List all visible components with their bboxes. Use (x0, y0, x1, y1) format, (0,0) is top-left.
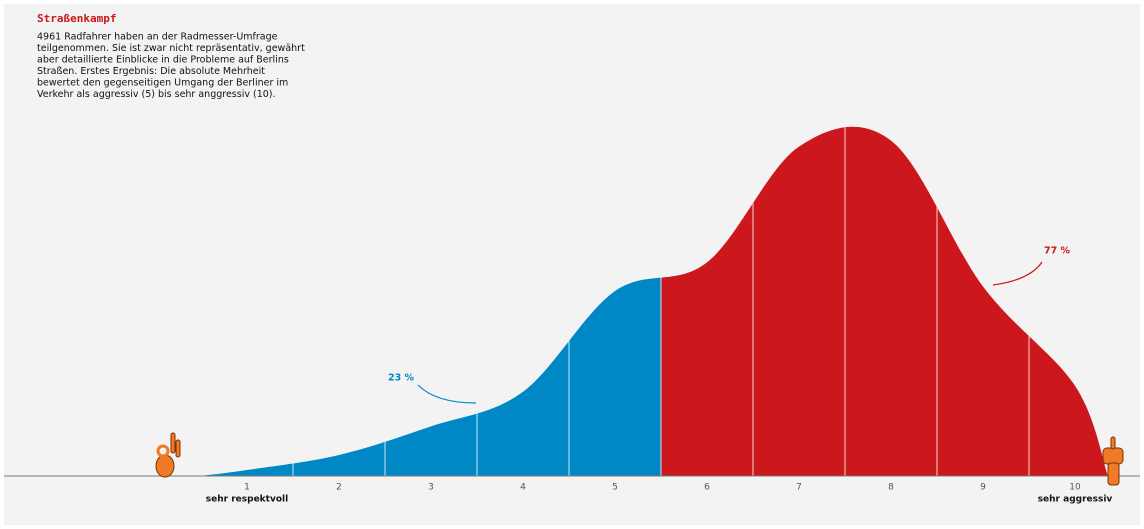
x-tick-label: 8 (888, 483, 894, 493)
end-label: sehr respektvoll (206, 495, 288, 505)
description-line: teilgenommen. Sie ist zwar nicht repräse… (37, 43, 305, 54)
x-tick-label: 3 (428, 483, 434, 493)
x-tick-label: 2 (336, 483, 342, 493)
ok-hand-icon (155, 432, 181, 478)
description-line: bewertet den gegenseitigen Umgang der Be… (37, 78, 288, 89)
description: 4961 Radfahrer haben an der Radmesser-Um… (37, 32, 305, 101)
x-tick-label: 9 (980, 483, 986, 493)
area (661, 126, 1108, 476)
description-line: Straßen. Erstes Ergebnis: Die absolute M… (37, 66, 265, 77)
share-label: 77 % (1044, 246, 1071, 257)
annotation-line (992, 261, 1043, 286)
end-label: sehr aggressiv (1038, 495, 1113, 505)
x-tick-label: 1 (244, 483, 250, 493)
description-line: aber detaillierte Einblicke in die Probl… (37, 55, 289, 66)
x-tick-label: 5 (612, 483, 618, 493)
x-tick-label: 10 (1069, 483, 1081, 493)
x-tick-label: 6 (704, 483, 710, 493)
description-line: 4961 Radfahrer haben an der Radmesser-Um… (37, 32, 278, 43)
x-tick-label: 7 (796, 483, 802, 493)
fist-icon (1102, 436, 1124, 486)
share-label: 23 % (388, 373, 415, 384)
area (200, 277, 661, 476)
annotation-line (417, 384, 477, 404)
x-tick-label: 4 (520, 483, 526, 493)
chart-title: Straßenkampf (37, 12, 116, 25)
description-line: Verkehr als aggressiv (5) bis sehr anggr… (37, 89, 276, 100)
